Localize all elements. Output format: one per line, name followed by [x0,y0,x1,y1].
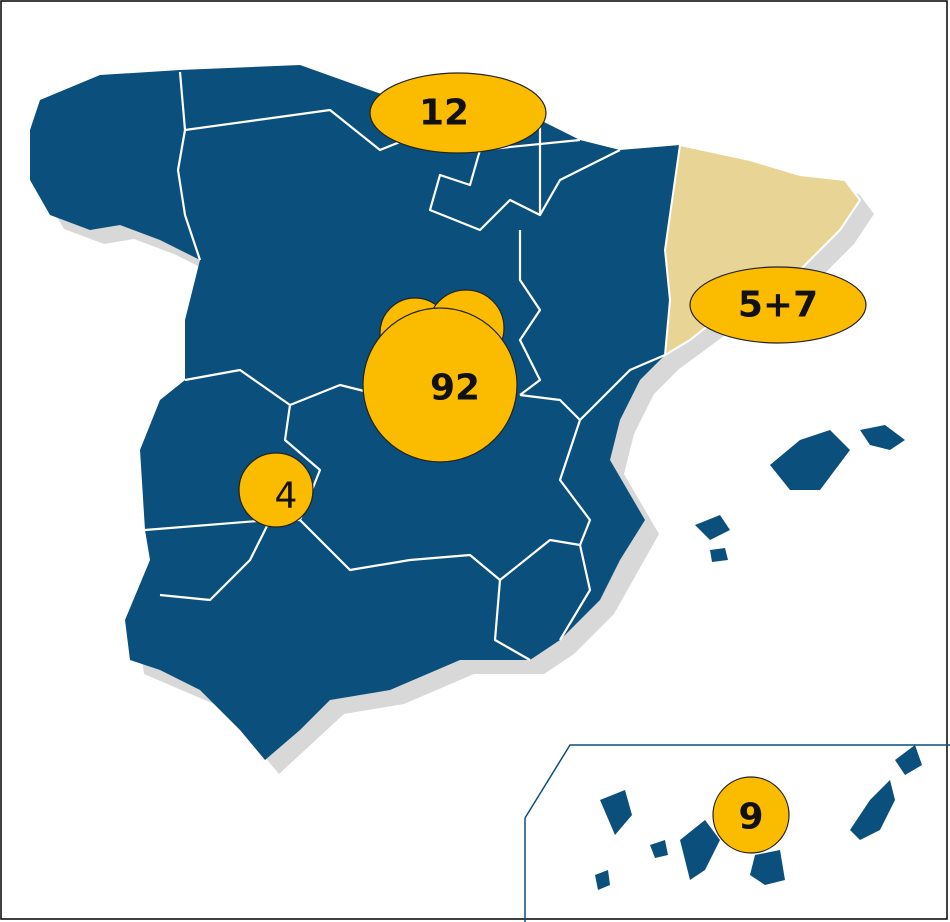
bubble [369,72,547,154]
markers: 12 5+7 92 4 9 [238,72,867,854]
marker-label: 12 [419,93,469,134]
bubble [712,776,790,854]
marker-label: 9 [738,797,763,838]
bubble [238,452,314,528]
canary-islands [595,745,922,890]
marker-label: 92 [430,368,480,409]
bubble [362,307,518,463]
region-borders [144,71,666,661]
marker-label: 5+7 [738,285,818,326]
balearic-islands [695,425,905,562]
bubble [689,266,867,344]
inset-border [524,744,950,922]
marker-label: 4 [275,476,298,517]
